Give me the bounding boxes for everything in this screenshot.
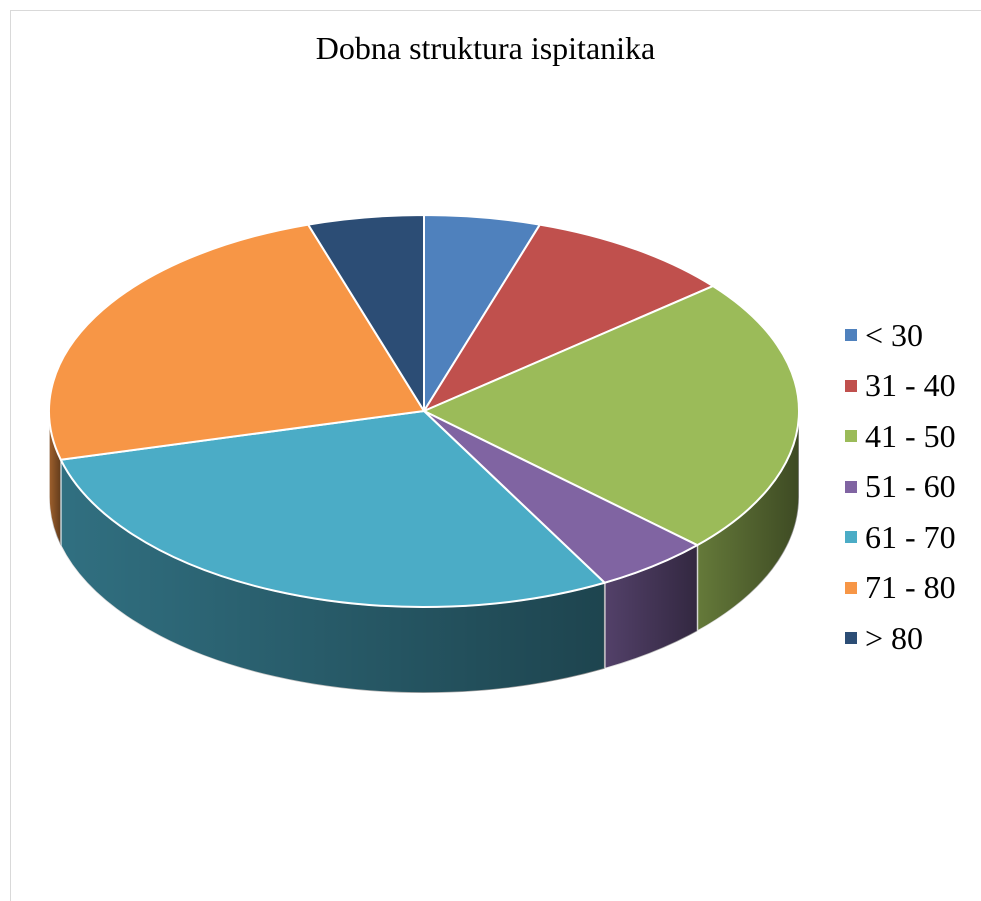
legend-swatch bbox=[845, 329, 857, 342]
legend-swatch bbox=[845, 531, 857, 544]
legend-swatch bbox=[845, 632, 857, 645]
legend-label: 61 - 70 bbox=[865, 518, 956, 555]
legend-item: < 30 bbox=[845, 310, 956, 361]
legend-label: 41 - 50 bbox=[865, 417, 956, 454]
legend-swatch bbox=[845, 480, 857, 493]
pie-slice-4 bbox=[59, 410, 606, 609]
pie-slices bbox=[47, 214, 800, 609]
legend-label: > 80 bbox=[865, 619, 924, 656]
pie-sides bbox=[48, 410, 800, 694]
legend-item: 71 - 80 bbox=[845, 563, 956, 614]
legend: < 30 31 - 40 41 - 50 51 - 60 61 - 70 71 - 80 >… bbox=[845, 310, 956, 664]
pie-side-shade-4 bbox=[60, 459, 605, 694]
legend-label: 31 - 40 bbox=[865, 367, 956, 404]
legend-item: 51 - 60 bbox=[845, 462, 956, 513]
legend-swatch bbox=[845, 379, 857, 392]
legend-label: 71 - 80 bbox=[865, 569, 956, 606]
pie-slice-5 bbox=[47, 223, 425, 461]
pie-side-shade-2 bbox=[697, 411, 799, 632]
chart-title: Dobna struktura ispitanika bbox=[315, 30, 656, 66]
pie-slice-1 bbox=[423, 223, 714, 412]
pie-side-shade-5 bbox=[49, 411, 61, 546]
legend-label: 51 - 60 bbox=[865, 468, 956, 505]
legend-item: 41 - 50 bbox=[845, 411, 956, 462]
legend-item: 31 - 40 bbox=[845, 361, 956, 412]
legend-swatch bbox=[845, 430, 857, 443]
legend-swatch bbox=[845, 581, 857, 594]
legend-item: 61 - 70 bbox=[845, 512, 956, 563]
legend-item: > 80 bbox=[845, 613, 956, 664]
legend-label: < 30 bbox=[865, 316, 924, 353]
pie-slice-2 bbox=[423, 285, 800, 547]
pie-slice-6 bbox=[307, 214, 425, 412]
